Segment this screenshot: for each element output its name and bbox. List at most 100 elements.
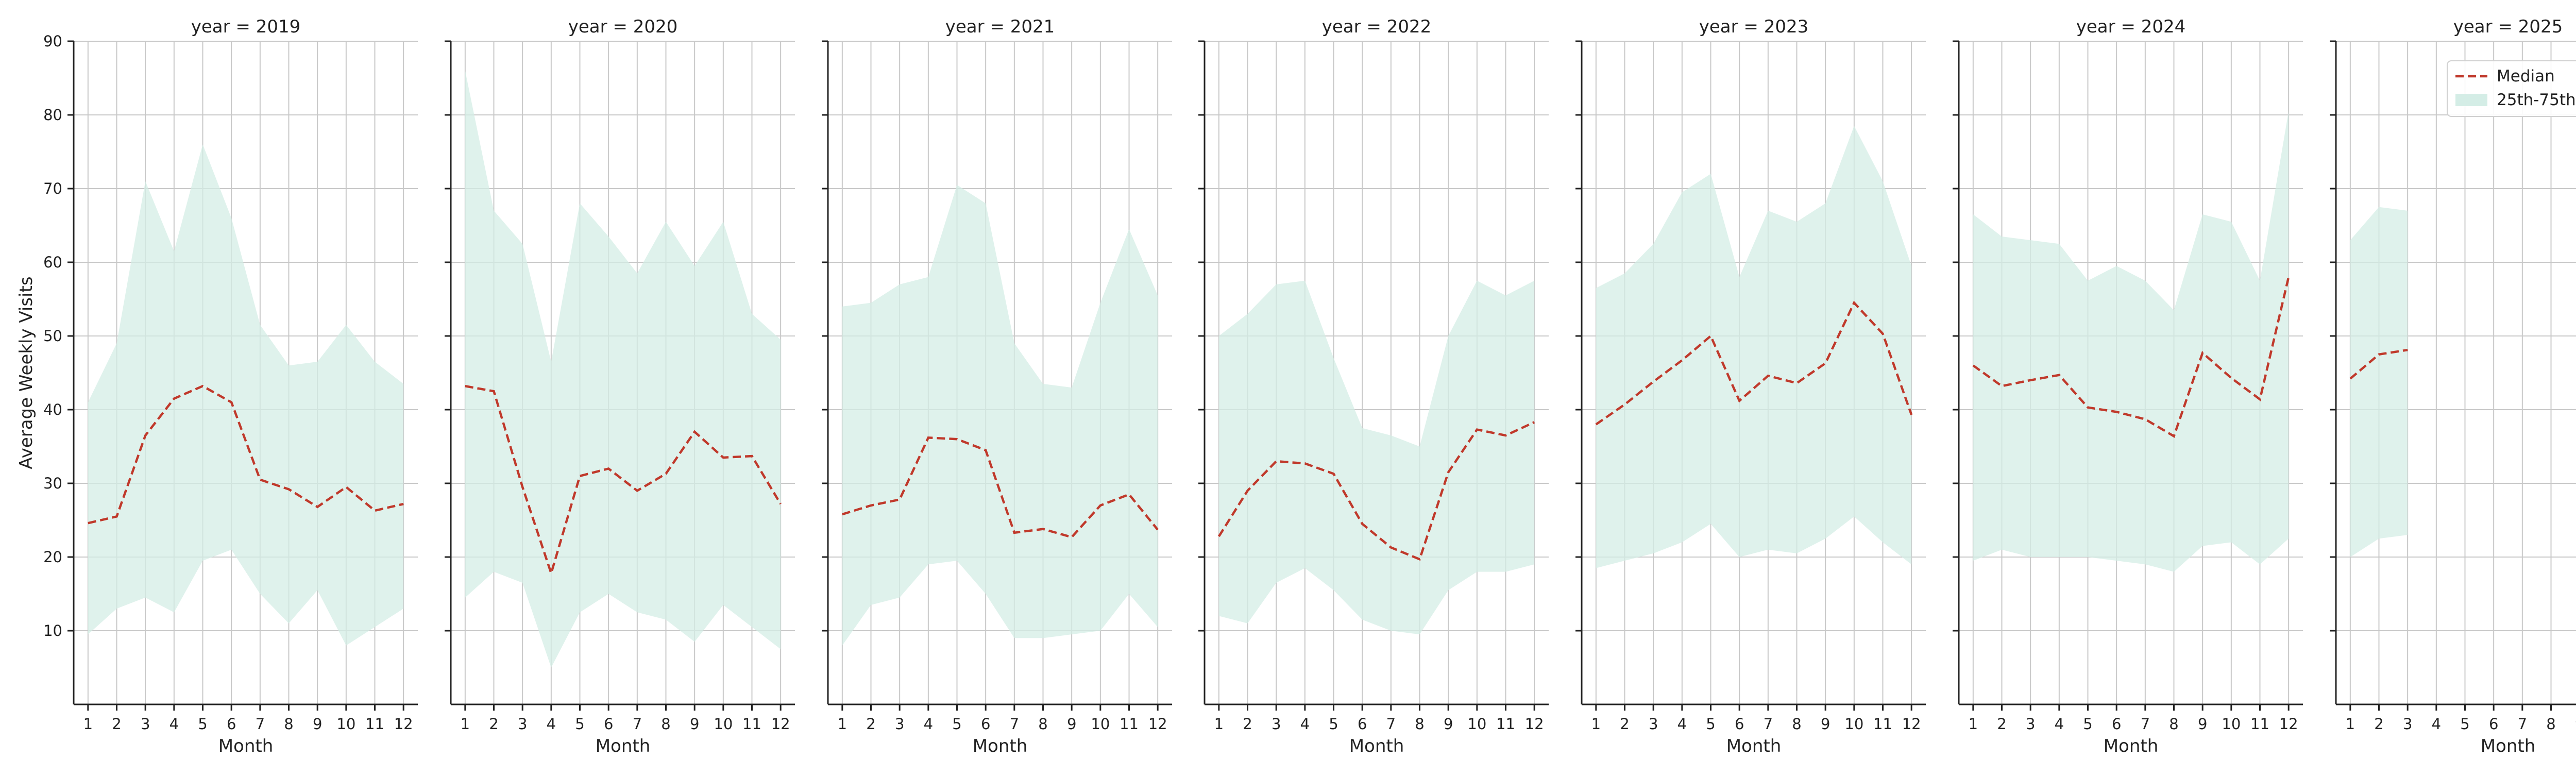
panel-title: year = 2020 [568,16,677,37]
x-tick-label: 12 [1902,715,1921,733]
x-tick-label: 6 [1358,715,1367,733]
x-tick-label: 7 [2141,715,2150,733]
x-tick-label: 11 [365,715,384,733]
x-tick-label: 12 [394,715,413,733]
y-tick-label: 60 [43,254,62,271]
x-tick-label: 2 [866,715,875,733]
x-tick-label: 6 [981,715,990,733]
x-tick-label: 2 [489,715,498,733]
x-tick-label: 11 [1496,715,1515,733]
x-tick-label: 1 [1214,715,1224,733]
x-tick-label: 5 [2083,715,2092,733]
x-tick-label: 9 [1444,715,1453,733]
x-axis-label: Month [973,736,1028,756]
x-axis-label: Month [2104,736,2159,756]
x-tick-label: 10 [336,715,355,733]
x-tick-label: 5 [198,715,207,733]
x-tick-label: 7 [633,715,642,733]
percentile-band [465,71,781,668]
median-line [1972,277,2290,438]
panel-title: year = 2019 [191,16,300,37]
x-tick-label: 11 [2250,715,2269,733]
x-tick-label: 4 [2432,715,2441,733]
x-axis-label: Month [1349,736,1404,756]
panel-title: year = 2024 [2076,16,2185,37]
x-tick-label: 5 [952,715,961,733]
percentile-band [1596,126,1912,568]
x-axis-label: Month [1726,736,1782,756]
x-tick-label: 1 [1591,715,1601,733]
y-tick-label: 70 [43,180,62,197]
x-tick-label: 8 [1038,715,1047,733]
x-axis-label: Month [218,736,274,756]
y-axis-label: Average Weekly Visits [16,276,37,469]
x-tick-label: 6 [227,715,236,733]
x-tick-label: 2 [112,715,121,733]
x-tick-label: 4 [547,715,556,733]
panel-title: year = 2022 [1322,16,1431,37]
x-tick-label: 7 [2518,715,2527,733]
x-tick-label: 2 [1620,715,1629,733]
x-tick-label: 6 [604,715,613,733]
x-tick-label: 4 [2055,715,2064,733]
x-tick-label: 9 [690,715,699,733]
y-tick-label: 40 [43,401,62,418]
median-line [88,384,404,525]
y-tick-label: 80 [43,106,62,124]
x-tick-label: 10 [1844,715,1863,733]
panel-title: year = 2025 [2453,16,2563,37]
x-tick-label: 3 [518,715,527,733]
percentile-band [842,184,1158,646]
x-tick-label: 8 [2169,715,2178,733]
x-tick-label: 10 [1091,715,1110,733]
percentile-band [1218,280,1535,635]
median-line [1595,300,1913,426]
y-tick-label: 90 [43,32,62,50]
legend-band-label: 25th-75th Percentile [2497,91,2576,109]
percentile-band [1973,111,2289,572]
x-tick-label: 2 [2374,715,2383,733]
x-tick-label: 9 [1067,715,1076,733]
x-tick-label: 11 [742,715,761,733]
x-tick-label: 8 [1792,715,1801,733]
x-tick-label: 12 [1148,715,1167,733]
x-axis-label: Month [596,736,651,756]
x-tick-label: 9 [313,715,322,733]
median-line [1217,421,1535,561]
x-tick-label: 12 [771,715,790,733]
x-tick-label: 2 [1243,715,1252,733]
x-tick-label: 12 [2279,715,2298,733]
x-tick-label: 8 [1415,715,1424,733]
x-tick-label: 10 [2222,715,2241,733]
x-tick-label: 4 [1677,715,1687,733]
y-tick-label: 30 [43,475,62,492]
x-tick-label: 1 [461,715,470,733]
x-tick-label: 8 [2546,715,2555,733]
x-tick-label: 6 [1735,715,1744,733]
x-tick-label: 3 [1272,715,1281,733]
x-tick-label: 9 [2575,715,2576,733]
x-tick-label: 11 [1873,715,1892,733]
x-tick-label: 4 [1300,715,1310,733]
x-tick-label: 4 [924,715,933,733]
x-tick-label: 12 [1525,715,1544,733]
x-tick-label: 1 [2346,715,2355,733]
x-tick-label: 2 [1997,715,2006,733]
x-tick-label: 6 [2112,715,2121,733]
x-tick-label: 10 [714,715,733,733]
x-tick-label: 1 [1969,715,1978,733]
x-tick-label: 5 [1329,715,1338,733]
x-tick-label: 3 [141,715,150,733]
legend: Median 25th-75th Percentile [2447,60,2576,117]
median-line [2349,348,2408,380]
legend-median-label: Median [2497,67,2555,86]
legend-band-swatch [2455,94,2487,106]
